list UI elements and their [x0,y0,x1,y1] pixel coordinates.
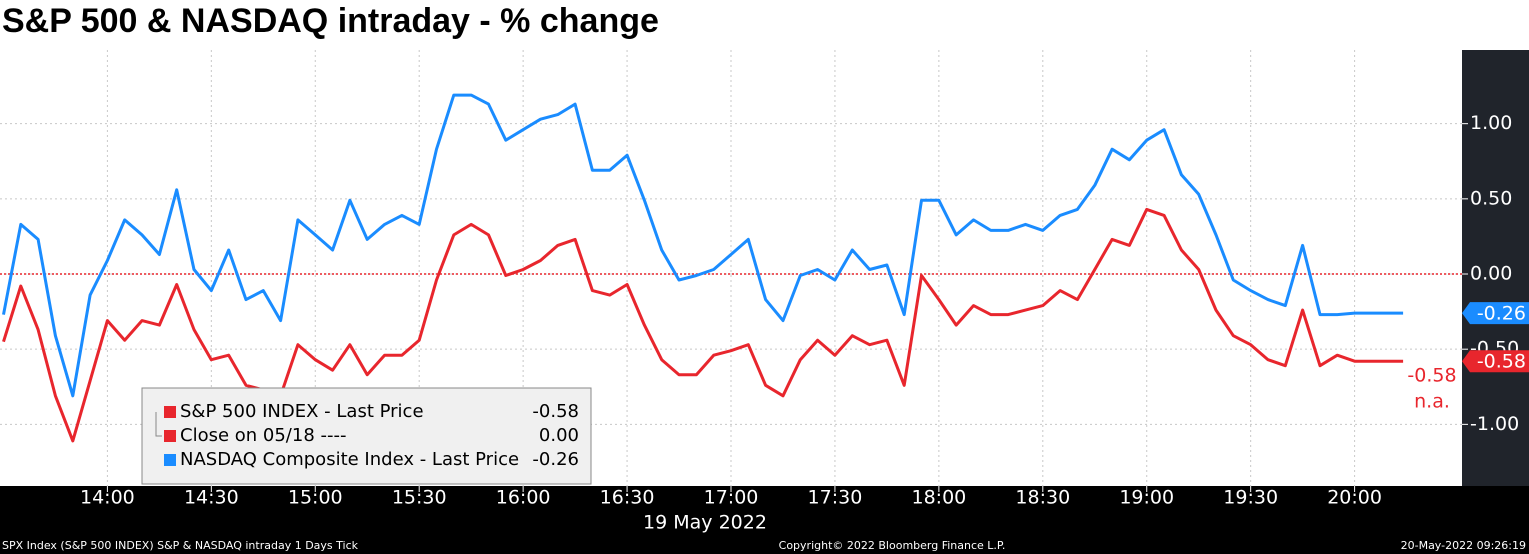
price-tag [1462,302,1529,325]
legend-swatch [164,406,176,418]
legend-value: -0.58 [532,401,579,422]
series-line [2,93,1404,398]
x-tick-label: 19:30 [1223,487,1278,509]
legend-label: Close on 05/18 ---- [180,425,346,446]
legend-bracket [155,412,162,437]
x-tick-label: 19:00 [1119,487,1174,509]
right-axis-panel [1462,50,1529,486]
series-line [2,207,1404,443]
x-tick-label: 17:00 [704,487,759,509]
y-tick-label: 0.50 [1470,187,1512,209]
chart-title: S&P 500 & NASDAQ intraday - % change [2,2,659,40]
price-tag [1462,350,1529,373]
price-tag-label: -0.58 [1477,351,1526,373]
legend-label: NASDAQ Composite Index - Last Price [180,449,519,470]
annotation: -0.58 [1407,365,1456,387]
x-axis-label: 19 May 2022 [643,512,767,534]
y-tick-label: 1.00 [1470,112,1512,134]
footer-left: SPX Index (S&P 500 INDEX) S&P & NASDAQ i… [2,539,359,552]
bottom-axis-panel [0,486,1529,554]
x-tick-label: 16:30 [600,487,655,509]
legend-label: S&P 500 INDEX - Last Price [180,401,424,422]
x-tick-label: 15:00 [288,487,343,509]
x-tick-label: 18:00 [911,487,966,509]
legend-value: -0.26 [532,449,579,470]
legend-swatch [164,454,176,466]
x-tick-label: 15:30 [392,487,447,509]
x-tick-label: 14:00 [80,487,135,509]
legend-box [141,387,592,485]
x-tick-label: 14:30 [184,487,239,509]
x-tick-label: 20:00 [1327,487,1382,509]
y-tick-label: 0.00 [1470,263,1512,285]
price-tag-label: -0.26 [1477,303,1526,325]
x-tick-label: 18:30 [1015,487,1070,509]
legend-value: 0.00 [539,425,579,446]
x-tick-label: 16:00 [496,487,551,509]
y-tick-label: -1.00 [1470,413,1519,435]
legend-swatch [164,430,176,442]
x-tick-label: 17:30 [808,487,863,509]
footer-center: Copyright© 2022 Bloomberg Finance L.P. [779,539,1006,552]
footer-right: 20-May-2022 09:26:19 [1401,539,1526,552]
annotation: n.a. [1414,391,1450,413]
